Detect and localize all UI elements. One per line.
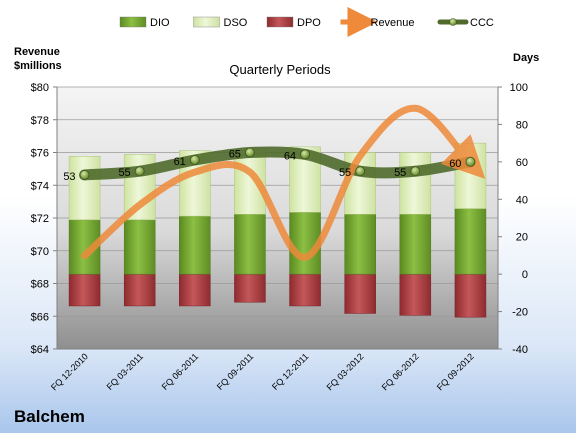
ccc-point: [245, 147, 255, 158]
revenue-line: [81, 104, 486, 261]
left-tick-label: $78: [31, 115, 49, 127]
dpo-bar: [234, 273, 266, 303]
ccc-data-label: 55: [394, 167, 406, 179]
right-tick-label: 0: [522, 269, 528, 281]
ccc-point: [189, 155, 200, 165]
legend-swatch-dpo: [266, 16, 294, 28]
left-tick-label: $70: [31, 246, 49, 258]
left-tick-label: $64: [31, 344, 49, 356]
right-tick-label: 100: [510, 82, 528, 94]
ccc-data-label: 55: [118, 167, 130, 179]
left-tick-label: $76: [31, 148, 49, 160]
right-axis-label: Days: [513, 52, 539, 64]
ccc-point: [465, 156, 476, 167]
dio-bar: [399, 214, 432, 275]
chart-title: Quarterly Periods: [229, 62, 331, 77]
dpo-bar: [68, 273, 101, 307]
dpo-bar: [123, 273, 156, 307]
category-label: FQ 09-2011: [215, 351, 256, 392]
right-tick-label: 20: [516, 232, 528, 244]
legend-label: CCC: [470, 17, 494, 29]
category-label: FQ 03-2011: [105, 351, 146, 392]
ccc-data-label: 65: [229, 149, 241, 161]
dio-bar: [179, 215, 211, 275]
ccc-point: [79, 170, 90, 180]
left-axis-label-line1: Revenue: [14, 46, 60, 58]
dso-bar: [399, 152, 432, 215]
left-tick-label: $66: [31, 311, 49, 323]
dpo-bar: [289, 273, 321, 307]
dio-bar: [234, 214, 266, 275]
right-tick-label: -40: [512, 344, 528, 356]
ccc-point: [134, 166, 145, 177]
left-tick-label: $74: [31, 180, 49, 192]
dio-bar: [123, 219, 156, 275]
category-label: FQ 09-2012: [435, 351, 476, 392]
left-tick-label: $72: [31, 213, 49, 225]
ccc-data-label: 55: [339, 167, 351, 179]
dpo-bar: [179, 273, 211, 307]
company-name: Balchem: [14, 407, 85, 426]
ccc-data-label: 60: [449, 158, 461, 170]
left-tick-label: $80: [31, 82, 49, 94]
right-tick-label: 40: [516, 194, 528, 206]
category-label: FQ 06-2012: [380, 351, 421, 392]
right-tick-label: -20: [512, 307, 528, 319]
right-tick-label: 80: [516, 119, 528, 131]
dio-bar: [344, 214, 376, 275]
legend-swatch-ccc-dot: [449, 18, 457, 26]
legend-label: DPO: [297, 17, 321, 29]
left-tick-label: $68: [31, 279, 49, 291]
ccc-data-label: 64: [284, 150, 296, 162]
dpo-bar: [454, 273, 487, 318]
dso-bar: [344, 152, 376, 215]
ccc-data-label: 53: [63, 171, 75, 183]
legend-label: DIO: [150, 17, 170, 29]
category-label: FQ 12-2011: [270, 351, 311, 392]
lines: 53 55 61 65 64 55 55 60: [63, 104, 486, 261]
ccc-point: [300, 149, 310, 160]
ccc-point: [355, 166, 366, 177]
ccc-point: [410, 166, 421, 177]
right-tick-label: 60: [516, 157, 528, 169]
category-label: FQ 06-2011: [160, 351, 201, 392]
category-label: FQ 03-2012: [325, 351, 366, 392]
category-label: FQ 12-2010: [49, 351, 90, 392]
ccc-data-label: 61: [174, 156, 186, 168]
legend-swatch-dso: [193, 16, 220, 28]
dpo-bar: [399, 273, 432, 316]
left-axis-label-line2: $millions: [14, 60, 62, 72]
dpo-bar: [344, 273, 376, 314]
legend-swatch-dio: [119, 16, 147, 28]
dio-bar: [454, 208, 487, 275]
legend-label: Revenue: [371, 17, 415, 29]
dso-bar: [68, 155, 101, 221]
legend-label: DSO: [224, 17, 248, 29]
legend: DIO DSO DPO Revenue CCC: [119, 7, 494, 37]
